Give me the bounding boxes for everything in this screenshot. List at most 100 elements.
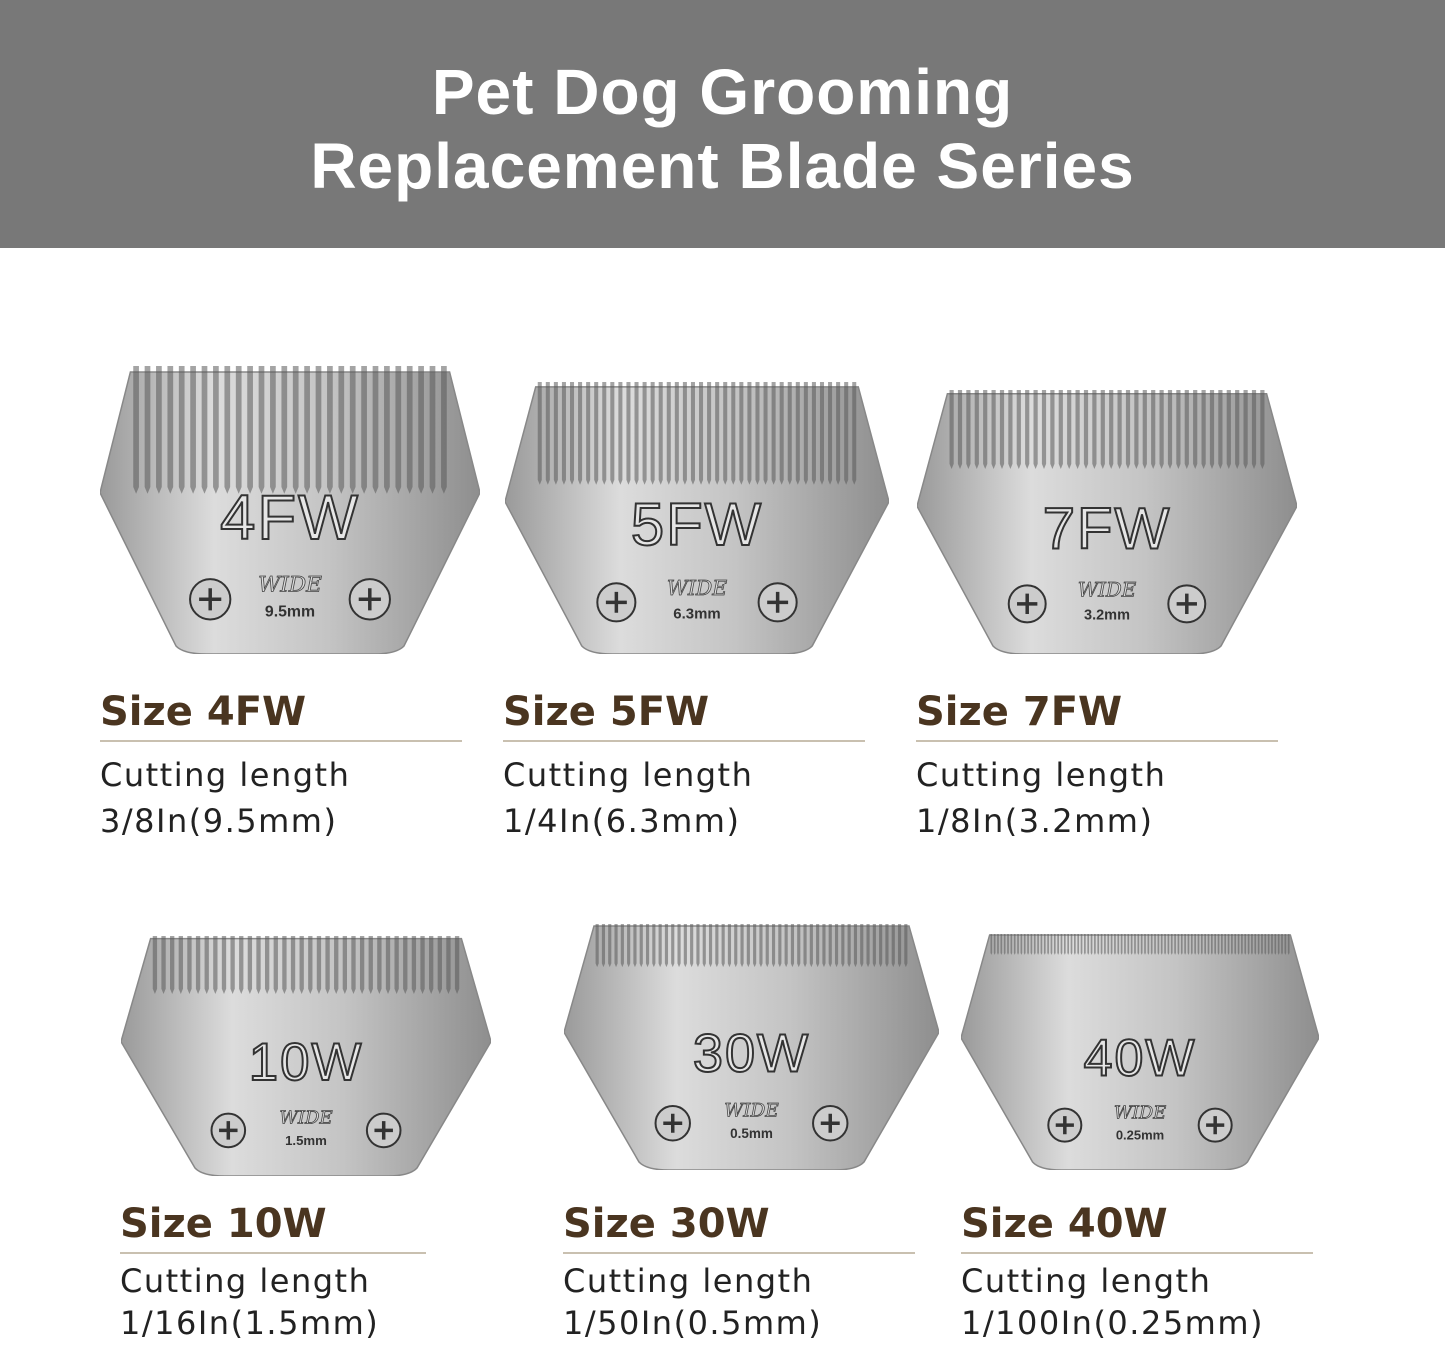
blade-tooth	[1264, 934, 1267, 955]
blade-tooth	[723, 382, 728, 485]
blade-tooth	[334, 936, 339, 994]
blade-tooth	[411, 936, 417, 994]
blade-wide-engraving: WIDE	[1114, 1103, 1166, 1123]
header-banner: Pet Dog Grooming Replacement Blade Serie…	[0, 0, 1445, 248]
blade-tooth	[602, 382, 607, 485]
blade-tooth	[1254, 934, 1257, 955]
blade-tooth	[420, 936, 425, 994]
blade-tooth	[270, 366, 276, 494]
blade-tooth	[797, 924, 801, 968]
divider	[563, 1252, 915, 1254]
blade-wide-engraving: WIDE	[279, 1108, 332, 1129]
blade-tooth	[377, 936, 382, 994]
blade-tooth	[201, 366, 208, 494]
blade-tooth	[299, 936, 304, 994]
blade-tooth	[639, 924, 643, 968]
blade-tooth	[674, 382, 679, 485]
blade-image-4fw: 4FW WIDE 9.5mm	[100, 366, 480, 654]
blade-tooth	[853, 924, 858, 968]
blade-tooth	[437, 936, 442, 994]
blade-tooth	[1134, 390, 1139, 469]
blade-tooth	[1243, 390, 1248, 469]
blade-tooth	[966, 390, 971, 469]
blade-tooth	[666, 382, 671, 485]
screw-icon	[189, 578, 232, 621]
blade-tooth	[795, 382, 800, 485]
blade-tooth	[879, 924, 883, 968]
blade-tooth	[803, 382, 808, 485]
blade-tooth	[727, 924, 732, 968]
blade-tooth	[1127, 934, 1130, 955]
blade-tooth	[652, 924, 656, 968]
blade-tooth	[746, 924, 750, 968]
blade-tooth	[239, 936, 244, 994]
screw-icon	[596, 582, 637, 623]
blade-tooth	[1160, 934, 1163, 955]
blade-tooth	[997, 934, 999, 955]
blade-body	[564, 925, 939, 1170]
blade-tooth	[699, 382, 704, 485]
blade-tooth	[1124, 934, 1126, 955]
blade-tooth	[1244, 934, 1247, 955]
screw-icon	[365, 1112, 402, 1149]
blade-image-10w: 10W WIDE 1.5mm	[121, 936, 491, 1176]
blade-tooth	[1074, 934, 1076, 955]
blade-tooth	[561, 382, 566, 485]
blade-tooth	[1033, 934, 1036, 955]
blade-tooth	[1027, 934, 1029, 955]
blade-wide-engraving: WIDE	[667, 576, 727, 600]
blade-tooth	[359, 936, 365, 994]
blade-tooth	[1281, 934, 1283, 955]
cutting-label: Cutting length	[503, 756, 754, 794]
blade-mm-engraving: 0.25mm	[1116, 1127, 1164, 1142]
blade-tooth	[614, 924, 618, 968]
blade-tooth	[258, 366, 265, 494]
blade-tooth	[178, 366, 185, 494]
screw-icon	[654, 1105, 691, 1142]
blade-tooth	[315, 366, 322, 494]
blade-tooth	[1097, 934, 1100, 955]
blade-wide-engraving: WIDE	[724, 1100, 779, 1121]
blade-mm-engraving: 3.2mm	[1084, 608, 1130, 624]
blade-tooth	[1075, 390, 1080, 469]
blade-image-7fw: 7FW WIDE 3.2mm	[917, 390, 1297, 654]
blade-tooth	[1193, 390, 1198, 469]
blade-tooth	[1224, 934, 1227, 955]
title-line-2: Replacement Blade Series	[310, 130, 1135, 202]
blade-tooth	[866, 924, 870, 968]
blade-tooth	[368, 936, 373, 994]
blade-tooth	[167, 366, 174, 494]
blade-tooth	[715, 924, 719, 968]
blade-tooth	[755, 382, 760, 485]
blade-tooth	[595, 924, 599, 968]
blade-tooth	[133, 366, 139, 494]
blade-tooth	[403, 936, 408, 994]
blade-tooth	[1150, 934, 1153, 955]
blade-tooth	[1092, 390, 1097, 469]
blade-card-30w: Size 30W Cutting length 1/50In(0.5mm)	[563, 1200, 915, 1344]
blade-tooth	[304, 366, 310, 494]
blade-tooth	[1083, 390, 1089, 469]
blade-tooth	[1271, 934, 1273, 955]
blade-tooth	[1170, 934, 1173, 955]
blade-tooth	[690, 924, 694, 968]
blade-tooth	[1017, 934, 1019, 955]
cutting-label: Cutting length	[100, 756, 351, 794]
blade-tooth	[144, 366, 151, 494]
blade-tooth	[1117, 934, 1120, 955]
blade-tooth	[394, 936, 399, 994]
blade-card-4fw: Size 4FW Cutting length 3/8In(9.5mm)	[100, 688, 462, 844]
blade-tooth	[281, 366, 288, 494]
blade-tooth	[897, 924, 902, 968]
divider	[120, 1252, 426, 1254]
cutting-length: 1/16In(1.5mm)	[120, 1304, 380, 1342]
blade-tooth	[1221, 934, 1223, 955]
blade-tooth	[1016, 390, 1021, 469]
blade-tooth	[664, 924, 669, 968]
blade-tooth	[601, 924, 606, 968]
blade-tooth	[316, 936, 322, 994]
blade-tooth	[446, 936, 451, 994]
blade-tooth	[642, 382, 647, 485]
blade-tooth	[991, 390, 996, 469]
screw-icon	[1167, 584, 1207, 624]
